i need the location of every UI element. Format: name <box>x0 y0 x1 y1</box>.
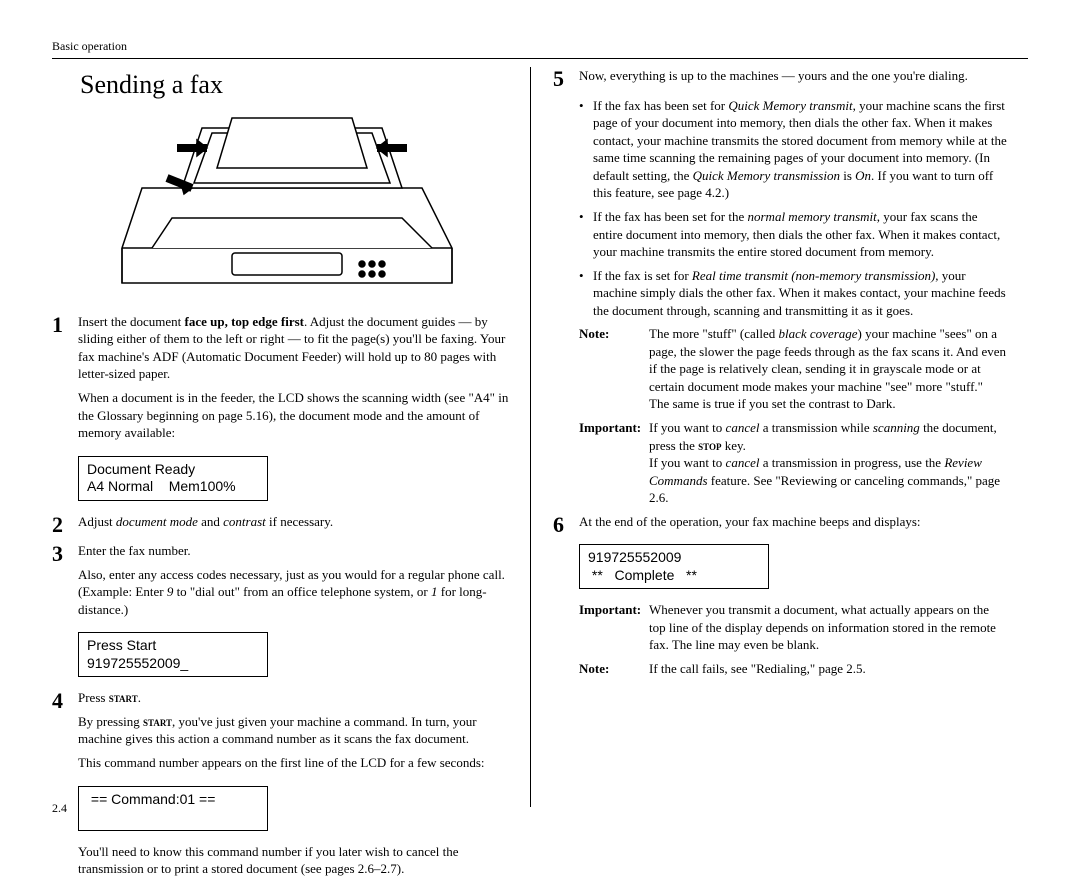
step-2: 2 Adjust document mode and contrast if n… <box>52 513 512 537</box>
step-4: 4 Press start. By pressing start, you've… <box>52 689 512 777</box>
bullet: • If the fax has been set for Quick Memo… <box>579 97 1008 202</box>
lcd-display: Press Start 919725552009_ <box>78 632 268 677</box>
lcd-display: == Command:01 == <box>78 786 268 831</box>
step-number: 3 <box>52 542 78 624</box>
step-4-tail: You'll need to know this command number … <box>78 843 512 878</box>
note-block: Note: The more "stuff" (called black cov… <box>579 325 1008 413</box>
note-block: Note: If the call fails, see "Redialing,… <box>579 660 1008 678</box>
step-6: 6 At the end of the operation, your fax … <box>553 513 1008 537</box>
bullet: • If the fax is set for Real time transm… <box>579 267 1008 320</box>
step-5: 5 Now, everything is up to the machines … <box>553 67 1008 91</box>
page-number: 2.4 <box>52 800 67 816</box>
left-column: Sending a fax <box>52 67 530 807</box>
step-3: 3 Enter the fax number. Also, enter any … <box>52 542 512 624</box>
lcd-display: 919725552009 ** Complete ** <box>579 544 769 589</box>
important-block: Important: If you want to cancel a trans… <box>579 419 1008 507</box>
step-body: Insert the document face up, top edge fi… <box>78 313 512 448</box>
right-column: 5 Now, everything is up to the machines … <box>530 67 1008 807</box>
lcd-display: Document Ready A4 Normal Mem100% <box>78 456 268 501</box>
section-header: Basic operation <box>52 38 1028 54</box>
step-number: 5 <box>553 67 579 91</box>
manual-page: Basic operation Sending a fax <box>0 0 1080 834</box>
header-rule <box>52 58 1028 59</box>
two-column-layout: Sending a fax <box>52 67 1028 807</box>
step-number: 2 <box>52 513 78 537</box>
step-5-bullets: • If the fax has been set for Quick Memo… <box>579 97 1008 320</box>
fax-machine-illustration <box>82 108 482 298</box>
step-number: 6 <box>553 513 579 537</box>
step-1: 1 Insert the document face up, top edge … <box>52 313 512 448</box>
important-block: Important: Whenever you transmit a docum… <box>579 601 1008 654</box>
page-title: Sending a fax <box>80 67 512 102</box>
bullet: • If the fax has been set for the normal… <box>579 208 1008 261</box>
step-number: 4 <box>52 689 78 777</box>
step-number: 1 <box>52 313 78 448</box>
